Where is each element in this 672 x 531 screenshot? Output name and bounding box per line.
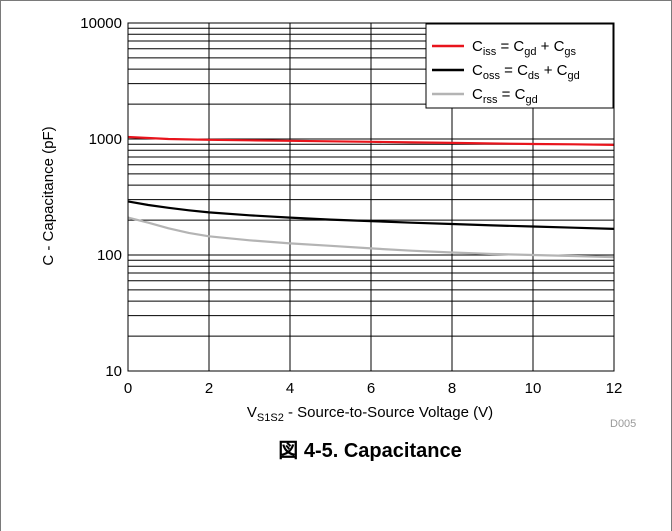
frame-left-border: [0, 0, 1, 531]
x-axis-title-rest: - Source-to-Source Voltage (V): [284, 404, 493, 421]
y-tick-label: 100: [97, 247, 122, 264]
legend-label-coss: Coss = Cds + Cgd: [472, 62, 580, 82]
plot-border: [127, 22, 615, 372]
figure-caption: 図 4-5. Capacitance: [278, 440, 461, 462]
frame-top-border: [0, 0, 672, 1]
x-axis-title-subscript: S1S2: [257, 412, 284, 424]
series-line-crss: [127, 216, 615, 259]
tick-labels: 0 2 4 6 8 10 12 10 100 1000 10000: [80, 15, 622, 397]
series-line-coss: [127, 200, 615, 230]
x-axis-title: VS1S2 - Source-to-Source Voltage (V): [247, 404, 493, 424]
x-tick-label: 12: [606, 380, 623, 397]
x-axis-title-main: V: [247, 404, 257, 421]
y-tick-label: 10: [105, 363, 122, 380]
legend: Ciss = Cgd + Cgs Coss = Cds + Cgd Crss = C…: [425, 23, 614, 109]
x-tick-label: 2: [205, 380, 213, 397]
y-tick-label: 1000: [89, 131, 122, 148]
series-line-ciss: [127, 135, 615, 146]
x-tick-label: 0: [124, 380, 132, 397]
legend-label-ciss: Ciss = Cgd + Cgs: [472, 38, 577, 58]
x-tick-label: 6: [367, 380, 375, 397]
x-tick-label: 8: [448, 380, 456, 397]
x-tick-label: 4: [286, 380, 294, 397]
series-layer: [127, 135, 615, 259]
figure-id: D005: [610, 418, 636, 430]
y-tick-label: 10000: [80, 15, 122, 32]
x-tick-label: 10: [525, 380, 542, 397]
legend-label-crss: Crss = Cgd: [472, 86, 538, 106]
y-axis-title: C - Capacitance (pF): [40, 126, 57, 265]
